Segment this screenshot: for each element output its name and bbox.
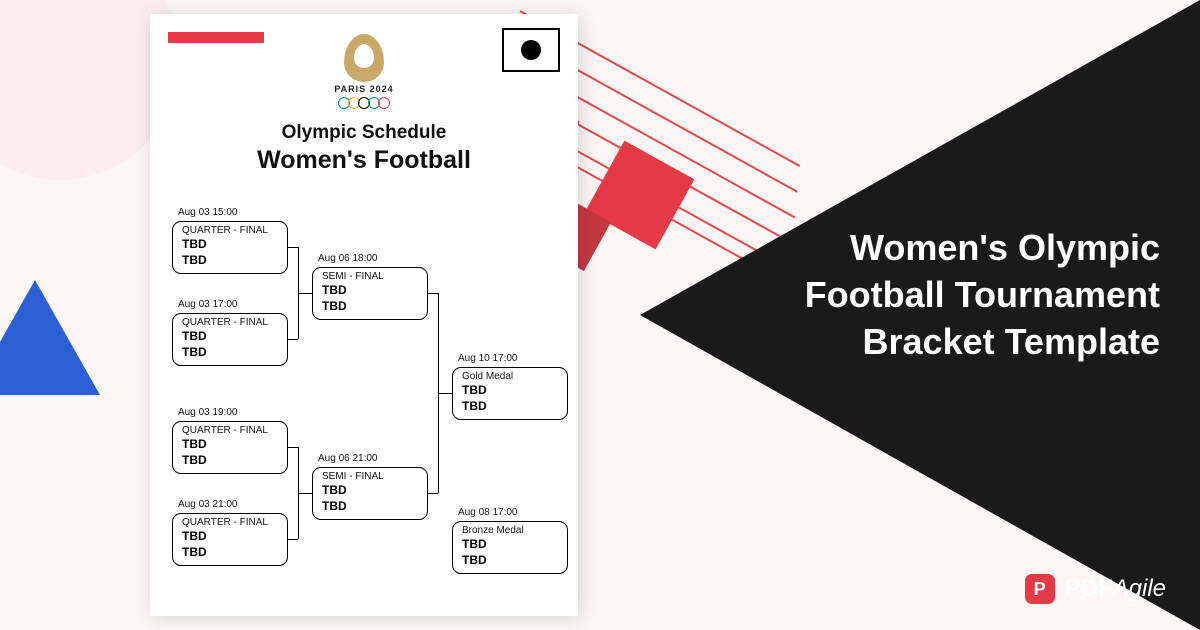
brand-light: Agile <box>1113 575 1166 602</box>
doc-title-small: Olympic Schedule <box>168 122 560 144</box>
match-date: Aug 03 19:00 <box>178 407 238 418</box>
match-round: QUARTER - FINAL <box>182 425 278 436</box>
match-qf3: Aug 03 19:00QUARTER - FINALTBDTBD <box>172 421 288 474</box>
match-team-1: TBD <box>182 237 278 253</box>
match-round: QUARTER - FINAL <box>182 225 278 236</box>
brand-strong: PDF <box>1065 575 1113 602</box>
match-round: SEMI - FINAL <box>322 271 418 282</box>
blue-triangle-decoration <box>0 280 100 395</box>
match-team-2: TBD <box>322 299 418 315</box>
match-date: Aug 06 18:00 <box>318 253 378 264</box>
tournament-bracket: Aug 03 15:00QUARTER - FINALTBDTBDAug 03 … <box>168 203 560 623</box>
match-date: Aug 03 15:00 <box>178 207 238 218</box>
doc-title-big: Women's Football <box>168 146 560 175</box>
match-round: SEMI - FINAL <box>322 471 418 482</box>
document-card: PARIS 2024 Olympic Schedule Women's Foot… <box>150 14 578 616</box>
doc-red-bar <box>168 32 264 43</box>
match-team-2: TBD <box>322 499 418 515</box>
match-team-1: TBD <box>322 483 418 499</box>
match-bronze: Aug 08 17:00Bronze MedalTBDTBD <box>452 521 568 574</box>
match-date: Aug 10 17:00 <box>458 353 518 364</box>
match-team-1: TBD <box>322 283 418 299</box>
match-team-2: TBD <box>462 553 558 569</box>
match-team-2: TBD <box>182 545 278 561</box>
match-team-1: TBD <box>462 537 558 553</box>
match-qf1: Aug 03 15:00QUARTER - FINALTBDTBD <box>172 221 288 274</box>
match-team-1: TBD <box>462 383 558 399</box>
match-qf2: Aug 03 17:00QUARTER - FINALTBDTBD <box>172 313 288 366</box>
match-date: Aug 08 17:00 <box>458 507 518 518</box>
match-team-2: TBD <box>182 345 278 361</box>
match-team-1: TBD <box>182 529 278 545</box>
match-round: QUARTER - FINAL <box>182 517 278 528</box>
match-gold: Aug 10 17:00Gold MedalTBDTBD <box>452 367 568 420</box>
match-qf4: Aug 03 21:00QUARTER - FINALTBDTBD <box>172 513 288 566</box>
promo-title: Women's Olympic Football Tournament Brac… <box>720 225 1160 365</box>
brand-icon: P <box>1025 574 1055 604</box>
match-team-2: TBD <box>182 453 278 469</box>
football-pitch-icon <box>502 28 560 72</box>
brand-text: PDFAgile <box>1065 575 1166 603</box>
match-team-1: TBD <box>182 329 278 345</box>
olympic-rings-icon <box>334 97 393 109</box>
logo-text: PARIS 2024 <box>334 84 393 94</box>
brand-logo: P PDFAgile <box>1025 574 1166 604</box>
match-team-2: TBD <box>182 253 278 269</box>
match-sf1: Aug 06 18:00SEMI - FINALTBDTBD <box>312 267 428 320</box>
match-team-2: TBD <box>462 399 558 415</box>
match-round: QUARTER - FINAL <box>182 317 278 328</box>
match-date: Aug 03 17:00 <box>178 299 238 310</box>
match-date: Aug 03 21:00 <box>178 499 238 510</box>
match-round: Gold Medal <box>462 371 558 382</box>
match-sf2: Aug 06 21:00SEMI - FINALTBDTBD <box>312 467 428 520</box>
match-date: Aug 06 21:00 <box>318 453 378 464</box>
match-team-1: TBD <box>182 437 278 453</box>
match-round: Bronze Medal <box>462 525 558 536</box>
